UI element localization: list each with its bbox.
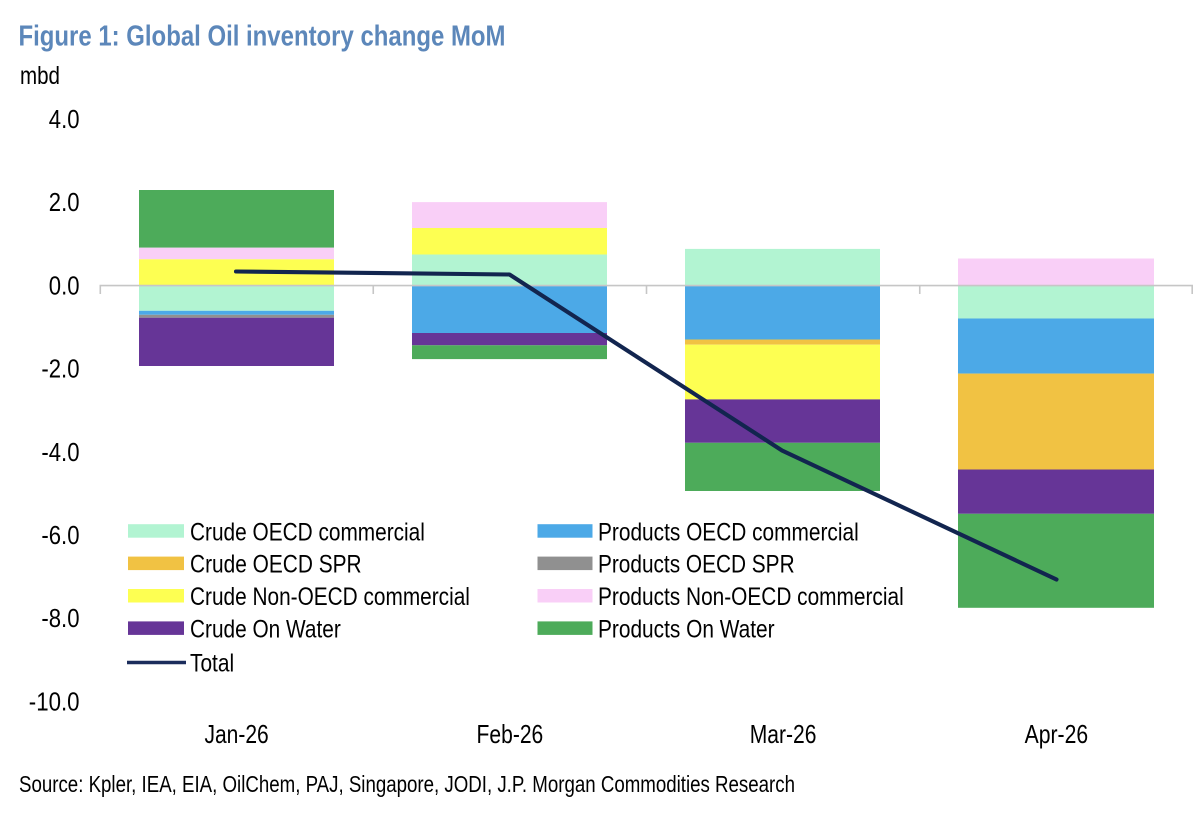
svg-text:Source: Kpler, IEA, EIA, OilCh: Source: Kpler, IEA, EIA, OilChem, PAJ, S… — [19, 771, 795, 797]
svg-text:0.0: 0.0 — [49, 270, 80, 300]
svg-text:Crude OECD SPR: Crude OECD SPR — [190, 551, 362, 579]
svg-text:Products OECD commercial: Products OECD commercial — [598, 518, 859, 546]
svg-text:mbd: mbd — [20, 62, 60, 90]
svg-text:Crude Non-OECD commercial: Crude Non-OECD commercial — [190, 583, 470, 611]
svg-text:Total: Total — [190, 649, 234, 677]
svg-text:Crude On Water: Crude On Water — [190, 616, 341, 644]
svg-text:4.0: 4.0 — [49, 104, 80, 134]
svg-text:-4.0: -4.0 — [41, 437, 79, 467]
svg-text:Products Non-OECD commercial: Products Non-OECD commercial — [598, 583, 904, 611]
svg-text:2.0: 2.0 — [49, 187, 80, 217]
svg-text:Apr-26: Apr-26 — [1025, 719, 1089, 749]
svg-text:Feb-26: Feb-26 — [477, 719, 544, 749]
svg-text:Crude OECD commercial: Crude OECD commercial — [190, 518, 425, 546]
svg-text:Mar-26: Mar-26 — [750, 719, 817, 749]
svg-text:Products OECD SPR: Products OECD SPR — [598, 551, 795, 579]
svg-text:-6.0: -6.0 — [41, 520, 79, 550]
svg-text:Figure 1: Global Oil inventory: Figure 1: Global Oil inventory change Mo… — [19, 20, 506, 52]
svg-text:-2.0: -2.0 — [41, 354, 79, 384]
svg-text:-10.0: -10.0 — [29, 687, 80, 717]
svg-text:-8.0: -8.0 — [41, 603, 79, 633]
svg-text:Products On Water: Products On Water — [598, 616, 775, 644]
svg-text:Jan-26: Jan-26 — [204, 719, 268, 749]
